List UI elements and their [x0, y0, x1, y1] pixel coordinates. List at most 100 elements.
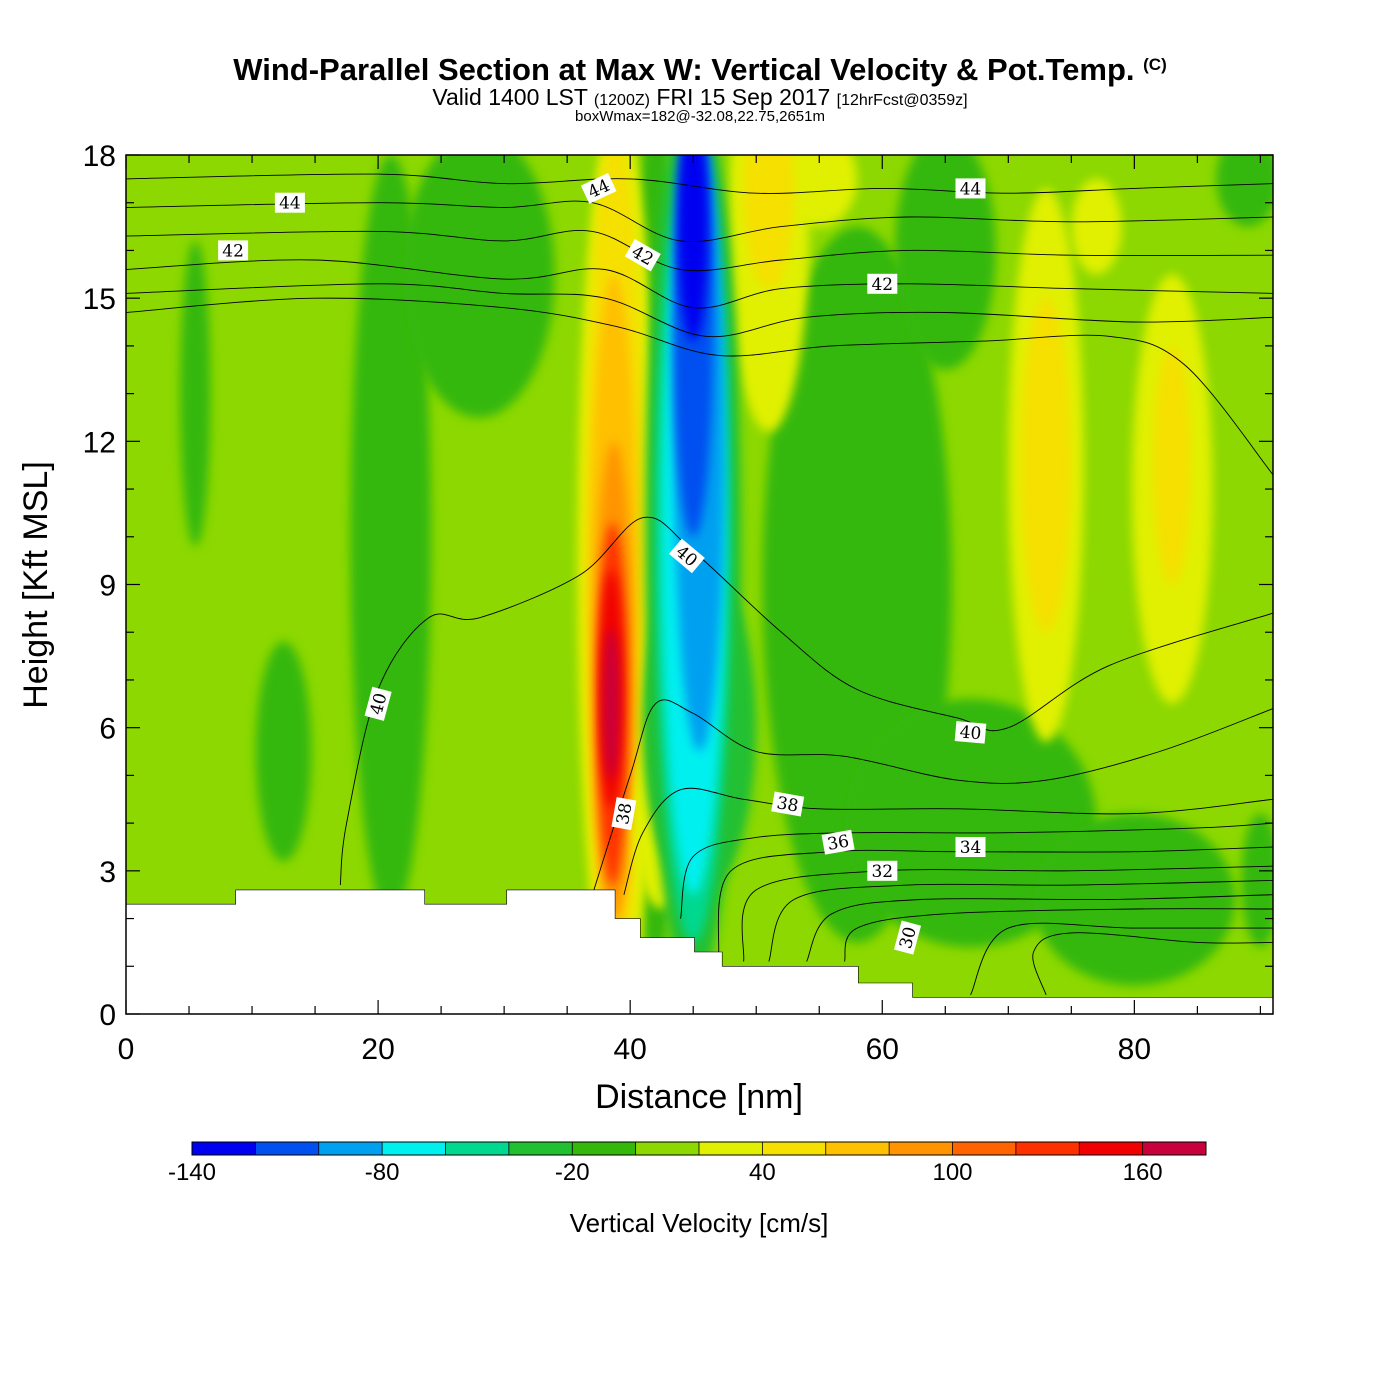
- theta-contour-label: 30: [893, 920, 922, 955]
- theta-label-text: 42: [871, 275, 893, 295]
- colorbar-tick-label: 40: [749, 1159, 776, 1186]
- theta-contour-line: [768, 879, 1273, 962]
- theta-contour-label: 44: [955, 178, 986, 199]
- w-region: [255, 641, 312, 862]
- colorbar-title: Vertical Velocity [cm/s]: [570, 1208, 829, 1238]
- colorbar-swatch: [1142, 1142, 1207, 1155]
- w-region: [1153, 345, 1192, 585]
- w-region: [1020, 298, 1072, 633]
- boxwmax-line: boxWmax=182@-32.08,22.75,2651m: [575, 108, 825, 125]
- chart-title: Wind-Parallel Section at Max W: Vertical…: [0, 52, 1400, 88]
- x-tick-label: 80: [1118, 1033, 1151, 1066]
- colorbar-swatch: [1079, 1142, 1144, 1155]
- x-tick-label: 20: [361, 1033, 394, 1066]
- w-region: [1071, 178, 1122, 275]
- w-region: [781, 155, 858, 227]
- colorbar-swatch: [445, 1142, 510, 1155]
- theta-contour-line: [126, 230, 1273, 272]
- w-region: [350, 155, 432, 919]
- w-region: [894, 155, 996, 370]
- theta-contour-line: [126, 297, 1273, 475]
- colorbar-swatch: [762, 1142, 827, 1155]
- valid-date: FRI 15 Sep 2017: [656, 84, 831, 110]
- colorbar-swatch: [382, 1142, 446, 1155]
- chart-subtitle: Valid 1400 LST (1200Z) FRI 15 Sep 2017 […: [0, 84, 1400, 111]
- theta-label-text: 38: [775, 793, 800, 816]
- theta-contour-label: 42: [867, 273, 898, 295]
- y-tick-label: 6: [99, 713, 116, 746]
- w-region: [603, 627, 619, 781]
- theta-contour-line: [126, 200, 1273, 243]
- theta-label-text: 38: [613, 801, 636, 826]
- theta-label-box: [867, 273, 898, 294]
- copyright-mark: (C): [1143, 55, 1167, 74]
- colorbar-tick-label: -140: [168, 1159, 216, 1186]
- theta-contour-label: 34: [955, 837, 986, 858]
- theta-label-text: 44: [960, 179, 982, 199]
- colorbar-swatch: [318, 1142, 383, 1155]
- theta-label-text: 32: [871, 862, 893, 882]
- theta-contour-line: [717, 846, 1273, 957]
- theta-label-box: [771, 791, 805, 817]
- colorbar-swatch: [1015, 1142, 1080, 1155]
- valid-zulu: (1200Z): [593, 92, 650, 109]
- theta-label-box: [624, 239, 661, 272]
- valid-time: Valid 1400 LST: [432, 84, 588, 110]
- theta-contour-line: [591, 699, 1273, 895]
- theta-contour-line: [844, 908, 1273, 962]
- theta-contour-line: [806, 894, 1273, 962]
- theta-contour-line: [970, 922, 1273, 996]
- w-region: [180, 240, 211, 547]
- theta-label-box: [274, 192, 305, 213]
- theta-contour-label: 32: [867, 860, 898, 882]
- x-tick-label: 0: [118, 1033, 135, 1066]
- theta-contour-label: 38: [771, 791, 805, 817]
- theta-contour-line: [126, 259, 1273, 309]
- forecast-info: [12hrFcst@0359z]: [836, 92, 968, 109]
- x-axis-label: Distance [nm]: [595, 1078, 803, 1116]
- theta-contour-label: 42: [218, 240, 249, 261]
- theta-label-box: [821, 829, 855, 855]
- colorbar-swatch: [952, 1142, 1017, 1155]
- theta-contour-line: [741, 865, 1273, 962]
- colorbar-swatch: [572, 1142, 637, 1155]
- theta-contour-label: 44: [274, 192, 305, 214]
- colorbar-swatch: [255, 1142, 320, 1155]
- colorbar: -140 -80 -20 40 100 160: [168, 1141, 1207, 1186]
- y-tick-label: 18: [83, 140, 116, 173]
- theta-label-text: 42: [222, 241, 244, 261]
- theta-contours: [126, 173, 1273, 996]
- colorbar-swatch: [635, 1142, 700, 1155]
- theta-contour-label: 36: [821, 829, 855, 855]
- theta-label-text: 36: [826, 831, 851, 854]
- theta-contour-label: 38: [611, 797, 637, 831]
- theta-contour-label: 40: [954, 721, 987, 744]
- colorbar-tick-label: 160: [1123, 1159, 1163, 1186]
- theta-label-box: [611, 797, 637, 831]
- y-tick-label: 12: [83, 426, 116, 459]
- y-tick-label: 9: [99, 570, 116, 603]
- chart-title-text: Wind-Parallel Section at Max W: Vertical…: [233, 52, 1135, 87]
- w-region: [743, 155, 795, 289]
- y-tick-label: 0: [99, 999, 116, 1032]
- theta-label-text: 40: [959, 722, 982, 744]
- theta-label-box: [668, 538, 705, 574]
- theta-contour-line: [1032, 932, 1273, 996]
- theta-label-box: [954, 721, 987, 744]
- theta-contour-line: [623, 787, 1273, 895]
- theta-contour-line: [126, 173, 1273, 194]
- theta-contour-line: [126, 283, 1273, 338]
- y-axis-label: Height [Kft MSL]: [17, 461, 55, 709]
- theta-label-text: 44: [279, 194, 301, 214]
- w-region: [678, 155, 709, 342]
- colorbar-swatch: [699, 1142, 763, 1155]
- y-tick-label: 3: [99, 856, 116, 889]
- theta-label-text: 34: [960, 838, 982, 858]
- theta-label-box: [580, 172, 617, 204]
- x-tick-label: 60: [866, 1033, 899, 1066]
- w-region: [403, 155, 555, 418]
- w-region: [1216, 155, 1273, 227]
- colorbar-swatch: [508, 1142, 573, 1155]
